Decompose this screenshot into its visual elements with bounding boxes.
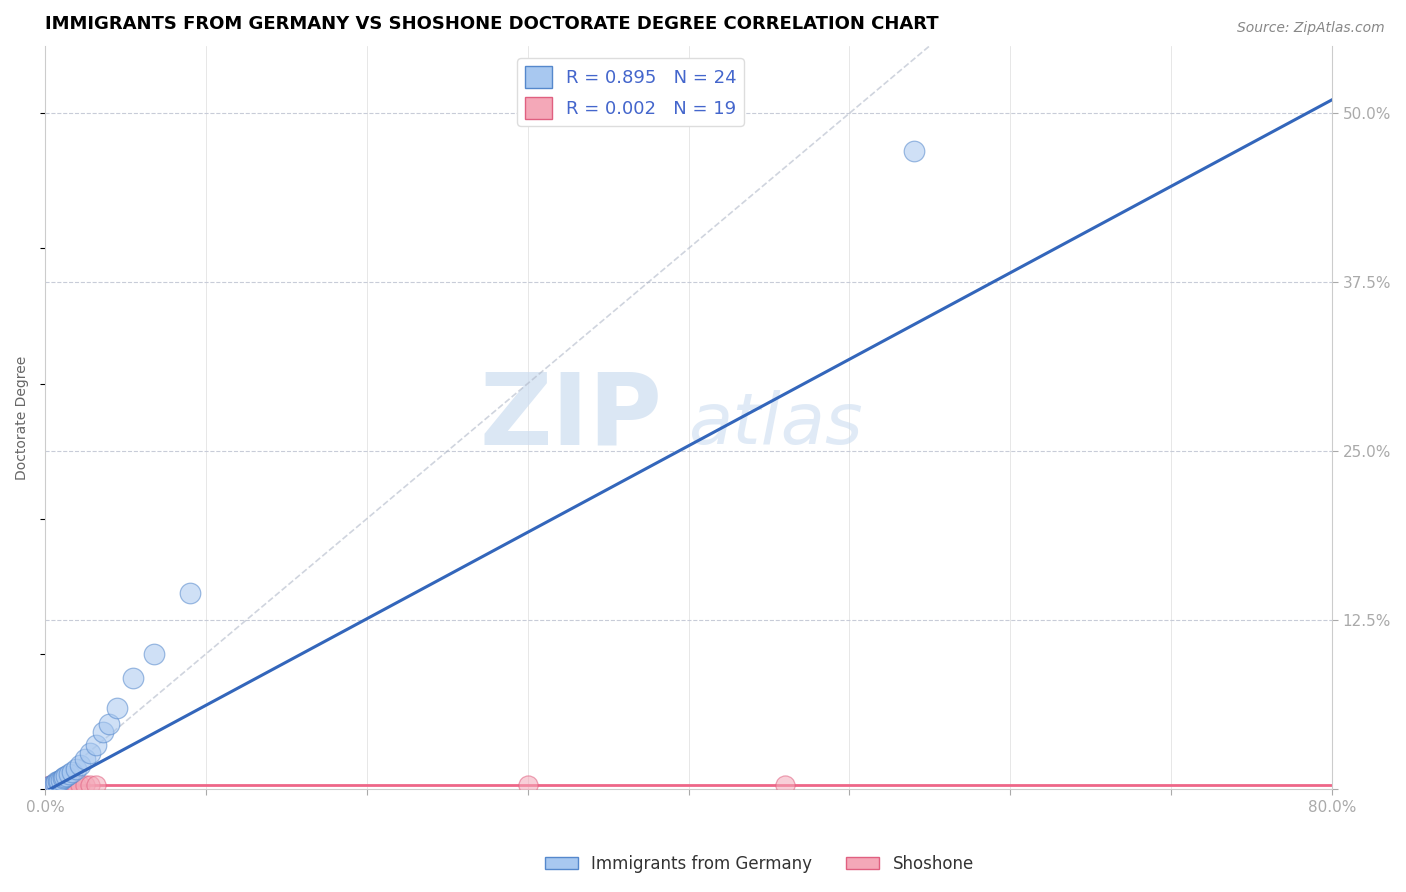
Text: Source: ZipAtlas.com: Source: ZipAtlas.com	[1237, 21, 1385, 35]
Point	[75, 752, 97, 766]
Legend: R = 0.895   N = 24, R = 0.002   N = 19: R = 0.895 N = 24, R = 0.002 N = 19	[517, 58, 744, 126]
Text: atlas: atlas	[689, 391, 863, 459]
Point	[55, 769, 77, 783]
Point	[48, 774, 70, 789]
Point	[52, 772, 75, 786]
Point	[55, 778, 77, 792]
Point	[516, 778, 538, 792]
Point	[86, 778, 108, 792]
Point	[41, 778, 63, 792]
Point	[65, 762, 87, 776]
Point	[42, 778, 65, 792]
Point	[38, 778, 60, 792]
Point	[42, 778, 65, 792]
Point	[45, 778, 67, 792]
Text: ZIP: ZIP	[479, 369, 662, 466]
Point	[49, 772, 72, 787]
Point	[105, 701, 128, 715]
Point	[49, 778, 72, 792]
Point	[75, 778, 97, 792]
Point	[60, 778, 83, 792]
Point	[46, 778, 69, 792]
Point	[53, 770, 76, 784]
Point	[44, 777, 66, 791]
Point	[143, 647, 166, 661]
Point	[48, 778, 70, 792]
Legend: Immigrants from Germany, Shoshone: Immigrants from Germany, Shoshone	[538, 848, 980, 880]
Point	[58, 767, 80, 781]
Point	[79, 778, 101, 792]
Point	[69, 757, 91, 772]
Text: IMMIGRANTS FROM GERMANY VS SHOSHONE DOCTORATE DEGREE CORRELATION CHART: IMMIGRANTS FROM GERMANY VS SHOSHONE DOCT…	[45, 15, 939, 33]
Point	[773, 778, 796, 792]
Point	[86, 738, 108, 752]
Point	[52, 778, 75, 792]
Point	[903, 144, 925, 158]
Point	[45, 775, 67, 789]
Point	[91, 725, 114, 739]
Point	[69, 778, 91, 792]
Point	[38, 780, 60, 794]
Point	[60, 764, 83, 779]
Point	[46, 774, 69, 789]
Point	[98, 717, 121, 731]
Point	[79, 746, 101, 760]
Point	[44, 778, 66, 792]
Point	[122, 671, 145, 685]
Point	[179, 586, 201, 600]
Point	[65, 778, 87, 792]
Point	[58, 778, 80, 792]
Y-axis label: Doctorate Degree: Doctorate Degree	[15, 355, 30, 480]
